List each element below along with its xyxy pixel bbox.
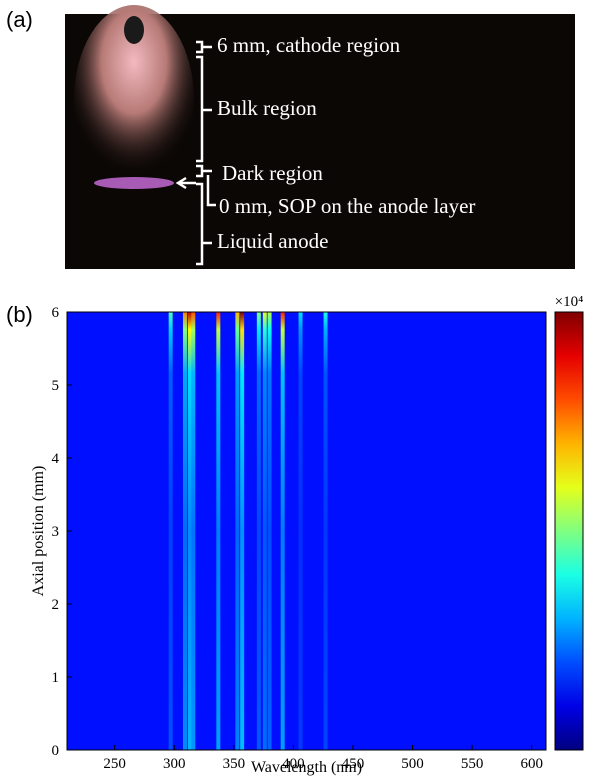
spectral-line bbox=[235, 312, 240, 750]
y-tick-label: 1 bbox=[52, 670, 60, 686]
spectral-line bbox=[191, 312, 196, 750]
brackets bbox=[175, 40, 216, 266]
spectral-line bbox=[280, 312, 285, 750]
x-axis-title: Wavelength (nm) bbox=[251, 759, 362, 776]
spectral-line bbox=[267, 312, 272, 750]
panel-label: (b) bbox=[6, 302, 33, 327]
spectral-line bbox=[182, 312, 187, 750]
spectral-line bbox=[298, 312, 303, 750]
cathode bbox=[124, 16, 144, 44]
annotation: Bulk region bbox=[217, 96, 317, 120]
x-tick-label: 300 bbox=[163, 756, 186, 772]
spectral-line bbox=[240, 312, 245, 750]
y-tick-label: 4 bbox=[52, 451, 60, 467]
colorbar-label: ×10⁴ bbox=[555, 294, 584, 310]
x-tick-label: 450 bbox=[342, 756, 365, 772]
y-tick-label: 0 bbox=[52, 743, 60, 759]
y-tick-label: 3 bbox=[52, 524, 60, 540]
spectral-line bbox=[168, 312, 173, 750]
x-tick-label: 400 bbox=[282, 756, 305, 772]
annotation: Dark region bbox=[222, 161, 323, 185]
y-tick-label: 5 bbox=[52, 378, 60, 394]
spectral-line bbox=[256, 312, 261, 750]
anode-spots bbox=[94, 177, 174, 189]
x-tick-label: 600 bbox=[520, 756, 543, 772]
y-axis-title: Axial position (mm) bbox=[30, 466, 47, 597]
spectral-line bbox=[262, 312, 267, 750]
plasma-glow bbox=[74, 5, 194, 195]
x-tick-label: 500 bbox=[401, 756, 424, 772]
annotation: 0 mm, SOP on the anode layer bbox=[219, 194, 475, 218]
spectral-line bbox=[187, 312, 192, 750]
x-tick-label: 550 bbox=[461, 756, 484, 772]
x-tick-label: 250 bbox=[103, 756, 126, 772]
spectral-line bbox=[216, 312, 221, 750]
spectral-line bbox=[323, 312, 328, 750]
annotation: 6 mm, cathode region bbox=[217, 33, 401, 57]
annotation: Liquid anode bbox=[217, 229, 328, 253]
heatmap-background bbox=[67, 312, 546, 750]
panel-label: (a) bbox=[6, 7, 33, 32]
x-tick-label: 350 bbox=[223, 756, 246, 772]
y-tick-label: 2 bbox=[52, 597, 60, 613]
y-tick-label: 6 bbox=[52, 305, 60, 321]
colorbar bbox=[554, 311, 584, 751]
